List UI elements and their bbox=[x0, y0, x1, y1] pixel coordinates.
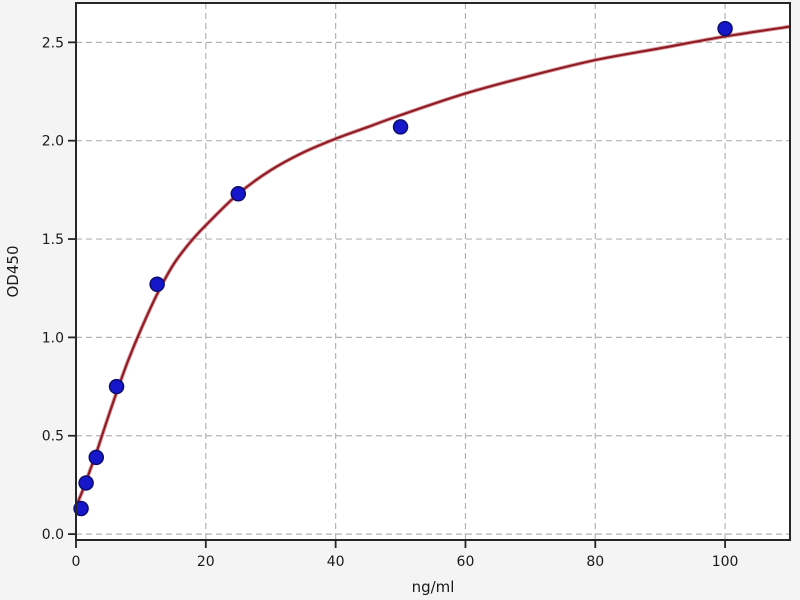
x-tick-label: 40 bbox=[327, 554, 345, 570]
x-tick-label: 80 bbox=[586, 554, 604, 570]
y-axis-label: OD450 bbox=[4, 246, 22, 298]
y-tick-label: 1.0 bbox=[42, 330, 64, 346]
data-point bbox=[108, 378, 125, 395]
x-tick-label: 0 bbox=[72, 554, 81, 570]
data-point bbox=[717, 20, 733, 37]
x-tick-label: 20 bbox=[197, 554, 215, 570]
tick-labels: 0 20 40 60 80 100 0.0 0.5 1.0 1.5 2.0 2.5 bbox=[42, 35, 739, 570]
data-point bbox=[230, 186, 247, 202]
x-tick-label: 100 bbox=[712, 554, 739, 570]
y-tick-label: 1.5 bbox=[42, 232, 64, 248]
x-tick-label: 60 bbox=[457, 554, 475, 570]
data-point bbox=[78, 475, 94, 491]
y-tick-label: 2.0 bbox=[42, 134, 64, 150]
y-tick-label: 0.0 bbox=[42, 527, 64, 543]
plot-area bbox=[76, 3, 790, 540]
data-point bbox=[88, 449, 105, 466]
y-tick-label: 0.5 bbox=[42, 429, 64, 445]
data-point bbox=[392, 119, 409, 135]
data-points bbox=[73, 20, 733, 517]
data-point bbox=[149, 276, 165, 293]
axes-spines bbox=[75, 2, 791, 541]
x-axis-label: ng/ml bbox=[412, 578, 455, 596]
tick-marks bbox=[68, 41, 726, 548]
gridlines bbox=[76, 3, 790, 540]
y-tick-label: 2.5 bbox=[42, 35, 64, 51]
data-point bbox=[73, 500, 89, 517]
